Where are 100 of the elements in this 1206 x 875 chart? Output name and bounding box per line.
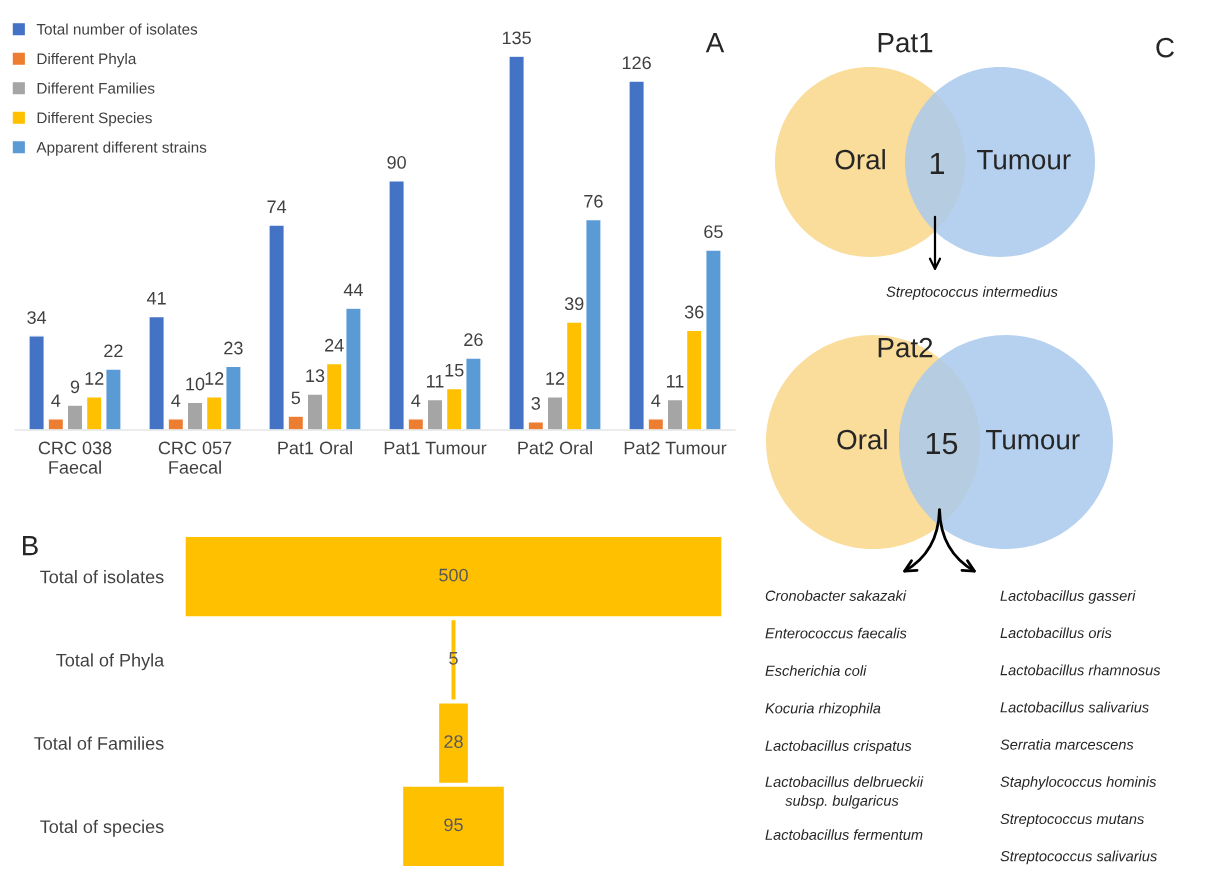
x-tick-label: Pat1 Oral <box>278 441 352 455</box>
data-label: 36 <box>684 305 704 319</box>
data-label: 65 <box>704 225 723 239</box>
data-label: 34 <box>27 311 47 324</box>
legend-label: Total number of isolates <box>36 23 198 35</box>
data-label: 90 <box>387 156 406 169</box>
text: Pat2 <box>878 337 933 358</box>
data-label: 9 <box>70 380 80 394</box>
bar <box>585 218 602 430</box>
text: B <box>23 536 38 556</box>
text: Lactobacillus fermentum <box>765 829 923 840</box>
data-label: 135 <box>502 31 531 45</box>
data-label: 10 <box>186 377 205 391</box>
data-label: 26 <box>464 333 483 347</box>
data-label: 11 <box>427 375 444 388</box>
data-label: 11 <box>667 375 684 388</box>
x-tick-label: Pat1 Tumour <box>384 441 487 455</box>
text: Enterococcus faecalis <box>765 627 907 639</box>
category-label: Oral <box>835 149 885 170</box>
text: Cronobacter sakazaki <box>765 590 907 601</box>
bar <box>647 418 665 430</box>
data-label: 126 <box>622 56 651 70</box>
bar <box>47 418 65 430</box>
bar <box>167 418 185 430</box>
bar <box>205 396 223 430</box>
text: Staphylococcus hominis <box>1000 776 1157 790</box>
data-label: 4 <box>651 394 661 407</box>
bar <box>685 329 703 430</box>
category-label: Tumour <box>977 150 1071 170</box>
bar <box>445 387 463 430</box>
bar <box>225 365 242 430</box>
text: Kocuria rhizophila <box>765 702 881 717</box>
data-label: 28 <box>444 735 463 748</box>
data-label: 12 <box>85 372 104 385</box>
category-label: Total of species <box>40 819 164 837</box>
data-label: 13 <box>306 369 325 383</box>
text: Lactobacillus gasseri <box>1000 590 1136 604</box>
category-label: Tumour <box>986 430 1080 450</box>
data-label: 500 <box>439 568 468 582</box>
data-label: 95 <box>444 818 463 832</box>
data-label: 44 <box>343 283 363 297</box>
bar <box>426 398 444 430</box>
bar <box>388 180 405 430</box>
bar <box>268 224 285 430</box>
bar <box>508 55 525 430</box>
x-tick-label: Pat2 Tumour <box>624 441 727 455</box>
bar <box>565 321 583 430</box>
data-label: 4 <box>171 394 181 407</box>
bar <box>306 393 324 430</box>
bar <box>465 357 482 430</box>
text: C <box>1156 37 1174 58</box>
text: 15 <box>926 432 958 455</box>
bar <box>628 80 645 430</box>
data-label: 15 <box>445 363 464 377</box>
x-tick-label: CRC 057 Faecal <box>158 441 232 474</box>
bar <box>105 368 122 430</box>
text: Serratia marcescens <box>1000 739 1134 750</box>
data-label: 5 <box>449 652 458 665</box>
legend-label: Different Phyla <box>37 52 137 68</box>
x-tick-label: Pat2 Oral <box>518 441 592 455</box>
category-label: Total of isolates <box>40 570 164 584</box>
bar <box>546 396 564 430</box>
data-label: 76 <box>584 194 603 208</box>
text: Escherichia coli <box>765 665 867 676</box>
text: Streptococcus intermedius <box>886 286 1058 300</box>
text: Pat1 <box>878 33 933 53</box>
text: 1 <box>930 152 945 174</box>
data-label: 24 <box>325 338 344 352</box>
bar <box>325 362 343 430</box>
category-label: Total of Phyla <box>56 653 165 671</box>
legend-label: Different Families <box>37 82 155 94</box>
bar <box>345 307 362 430</box>
legend-label: Apparent different strains <box>36 141 207 156</box>
text: Lactobacillus crispatus <box>765 740 912 754</box>
data-label: 74 <box>267 200 287 213</box>
bar <box>66 404 84 430</box>
bar <box>407 418 425 430</box>
category-label: Oral <box>837 429 887 450</box>
data-label: 12 <box>546 372 565 385</box>
bar <box>287 415 305 430</box>
data-label: 5 <box>291 391 301 405</box>
data-label: 41 <box>146 291 166 305</box>
data-label: 4 <box>51 394 61 407</box>
text: Lactobacillus delbrueckii subsp. bulgaricus <box>765 776 924 809</box>
data-label: 22 <box>104 344 123 357</box>
data-label: 39 <box>564 297 584 311</box>
category-label: Total of Families <box>34 736 164 750</box>
bar <box>527 420 545 430</box>
text: Streptococcus mutans <box>1000 813 1144 827</box>
bar <box>186 401 204 430</box>
bar <box>85 396 103 430</box>
legend-label: Different Species <box>37 112 152 127</box>
bar <box>666 398 684 430</box>
bar <box>705 249 722 430</box>
data-label: 3 <box>531 397 541 410</box>
text: Lactobacillus oris <box>1000 627 1112 639</box>
text: Lactobacillus rhamnosus <box>1000 664 1161 676</box>
text: Lactobacillus salivarius <box>1000 701 1149 713</box>
text: A <box>705 33 725 53</box>
bar <box>28 335 45 430</box>
